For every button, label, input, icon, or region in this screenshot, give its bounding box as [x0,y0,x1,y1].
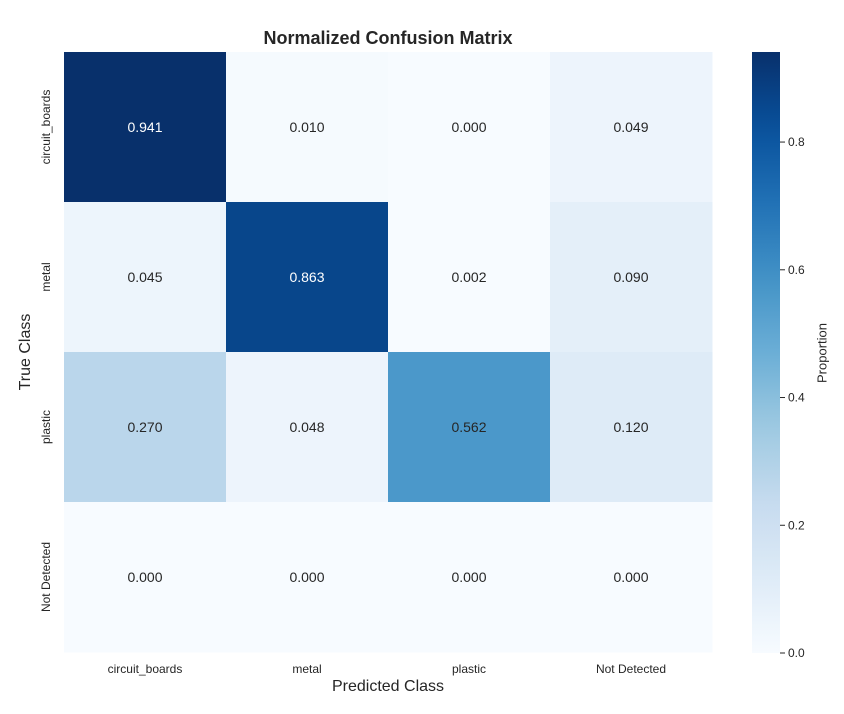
heatmap-cell [226,202,389,353]
heatmap-cell [388,352,551,503]
cell-value-label: 0.863 [289,269,324,285]
colorbar-label: Proportion [814,323,830,383]
cell-value-label: 0.941 [127,119,162,135]
x-tick-label: plastic [452,662,486,676]
heatmap-cell [226,502,389,653]
x-tick-label: circuit_boards [108,662,183,676]
heatmap-cell [226,52,389,203]
heatmap-cell [226,352,389,503]
x-tick-label: metal [292,662,321,676]
heatmap-cell [388,52,551,203]
y-axis-label: True Class [17,313,34,391]
y-tick-label: plastic [39,410,53,444]
colorbar-tick-label: 0.2 [788,518,805,532]
heatmap-cell [64,352,227,503]
colorbar-tick-label: 0.6 [788,263,805,277]
heatmap-cell [550,502,713,653]
y-tick-label: Not Detected [39,542,53,612]
cell-value-label: 0.049 [613,119,648,135]
heatmap-cell [550,352,713,503]
cell-value-label: 0.000 [451,119,486,135]
cell-value-label: 0.045 [127,269,162,285]
colorbar [752,52,780,653]
cell-value-label: 0.010 [289,119,324,135]
x-tick-label: Not Detected [596,662,666,676]
heatmap-cell [64,202,227,353]
heatmap-cell [388,202,551,353]
heatmap-cell [550,52,713,203]
x-axis-label: Predicted Class [331,678,445,695]
colorbar-tick-label: 0.8 [788,135,805,149]
heatmap-cell [64,502,227,653]
cell-value-label: 0.048 [289,419,324,435]
cell-value-label: 0.002 [451,269,486,285]
heatmap-cell [388,502,551,653]
cell-value-label: 0.270 [127,419,162,435]
y-tick-label: metal [39,262,53,291]
colorbar-tick-label: 0.0 [788,646,805,660]
y-tick-label: circuit_boards [39,90,53,165]
colorbar-tick-label: 0.4 [788,391,805,405]
cell-value-label: 0.000 [127,569,162,585]
heatmap-cell [550,202,713,353]
cell-value-label: 0.090 [613,269,648,285]
cell-value-label: 0.562 [451,419,486,435]
cell-value-label: 0.000 [451,569,486,585]
cell-value-label: 0.120 [613,419,648,435]
cell-value-label: 0.000 [613,569,648,585]
chart-title: Normalized Confusion Matrix [263,28,513,48]
heatmap-cell [64,52,227,203]
cell-value-label: 0.000 [289,569,324,585]
